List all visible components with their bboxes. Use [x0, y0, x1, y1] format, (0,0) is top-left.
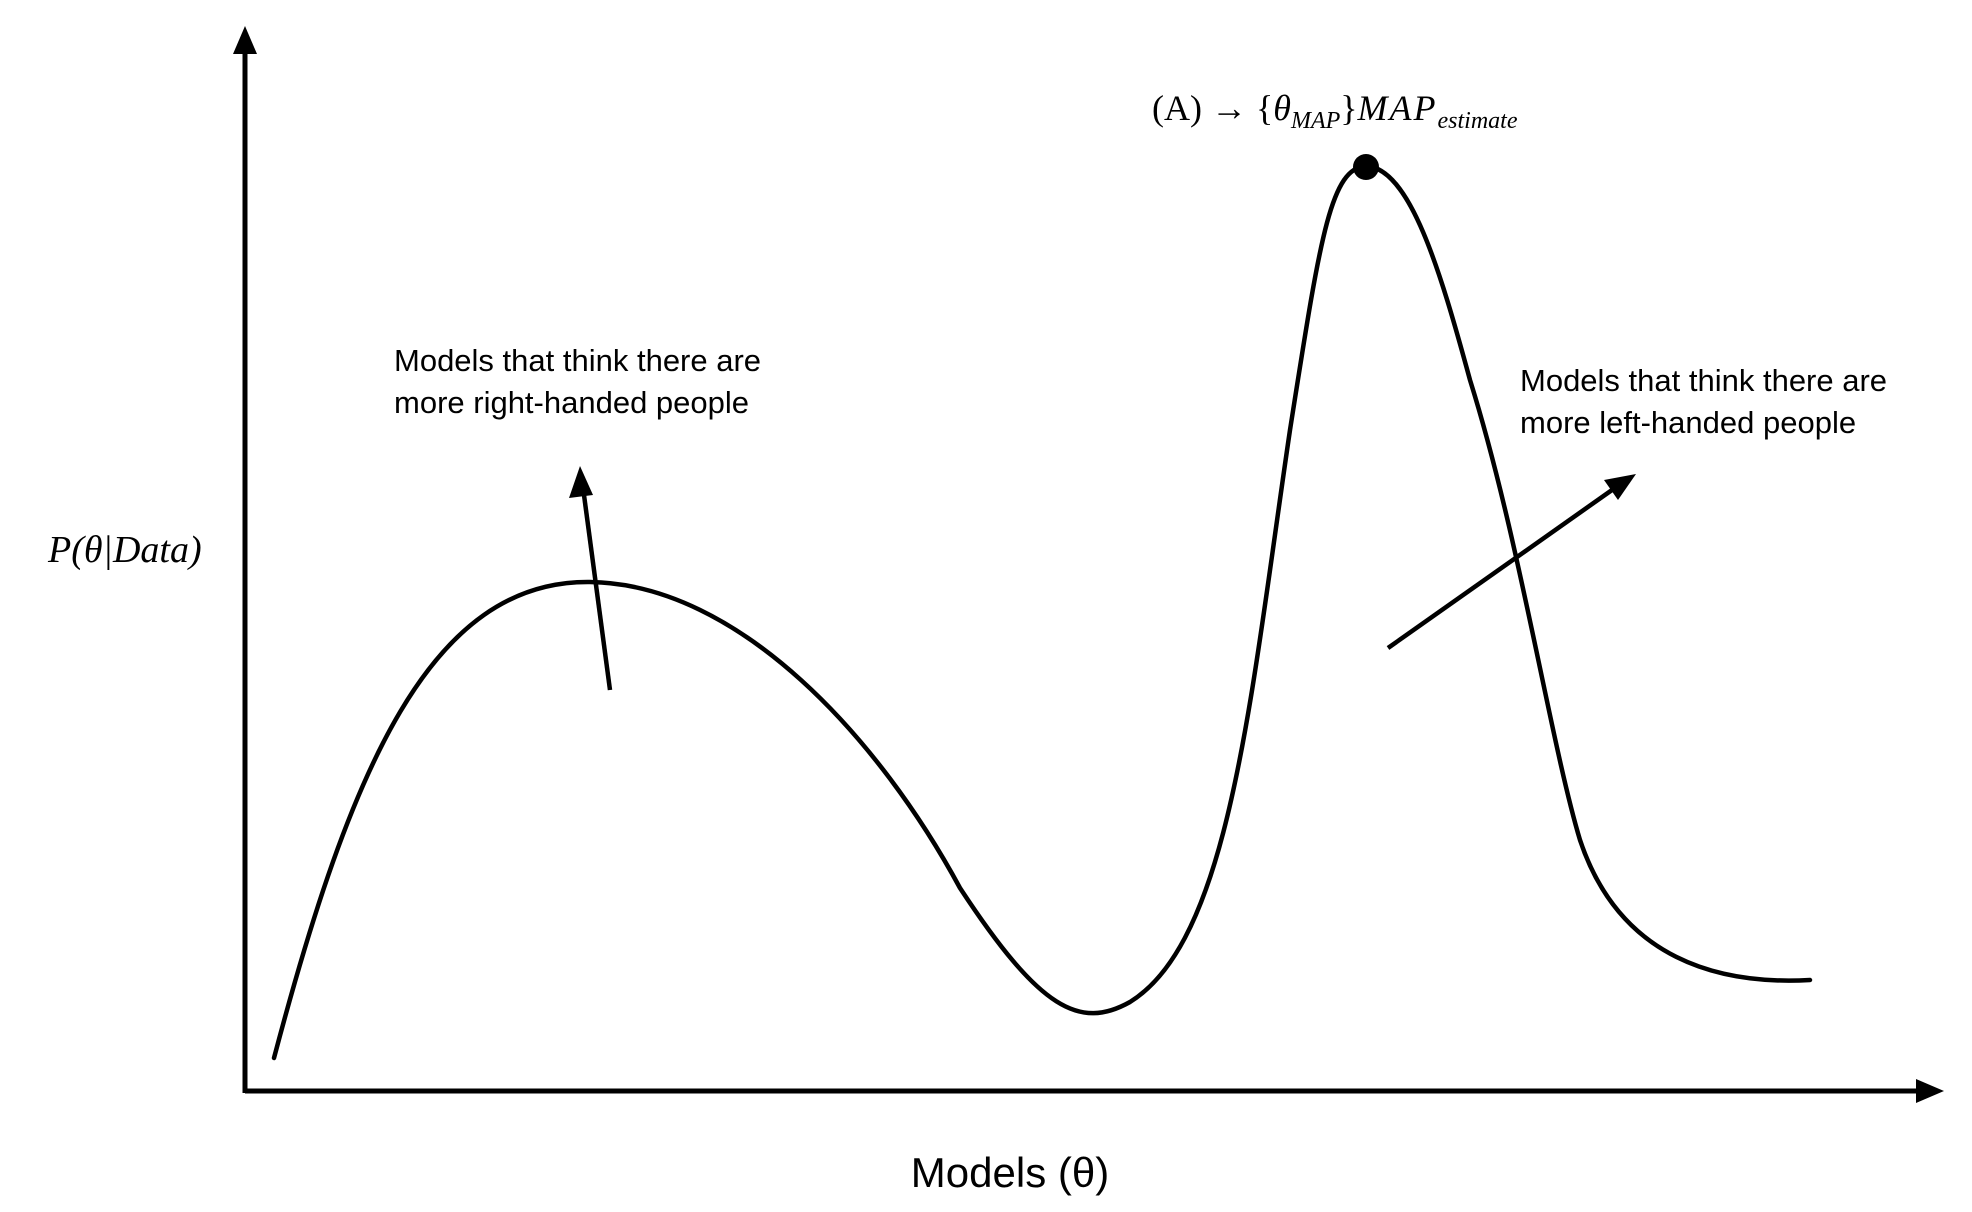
peak-label-close: }: [1340, 88, 1358, 128]
left-handed-note: Models that think there are more left-ha…: [1520, 360, 1887, 444]
map-point: [1353, 154, 1379, 180]
x-axis-label-text: Models (θ): [910, 1149, 1110, 1196]
right-handed-note-line-2: more right-handed people: [394, 385, 750, 420]
x-axis-label: Models (θ): [760, 1148, 1260, 1198]
y-axis-label-text: P(θ|Data): [48, 529, 202, 571]
right-handed-note: Models that think there are more right-h…: [394, 340, 761, 424]
left-handed-note-line-2: more left-handed people: [1520, 405, 1857, 440]
peak-label-prefix: (A) → {: [1152, 88, 1274, 128]
y-axis-label: P(θ|Data): [48, 528, 202, 572]
posterior-curve: [271, 163, 1813, 1061]
peak-label-theta: θ: [1273, 88, 1291, 128]
x-axis-arrowhead: [1916, 1079, 1944, 1103]
y-axis-arrowhead: [233, 26, 257, 54]
peak-label-theta-subscript: MAP: [1290, 108, 1341, 135]
right-handed-arrowhead: [569, 466, 593, 498]
peak-label-main: MAP: [1357, 88, 1438, 128]
peak-label-main-subscript: estimate: [1437, 108, 1518, 135]
left-handed-arrow: [1386, 488, 1614, 650]
right-handed-note-line-1: Models that think there are: [394, 343, 762, 378]
left-handed-arrowhead: [1604, 474, 1636, 500]
map-estimate-label: (A) → {θMAP}MAPestimate: [1152, 86, 1518, 143]
left-handed-note-line-1: Models that think there are: [1520, 363, 1888, 398]
right-handed-arrow: [581, 494, 613, 691]
